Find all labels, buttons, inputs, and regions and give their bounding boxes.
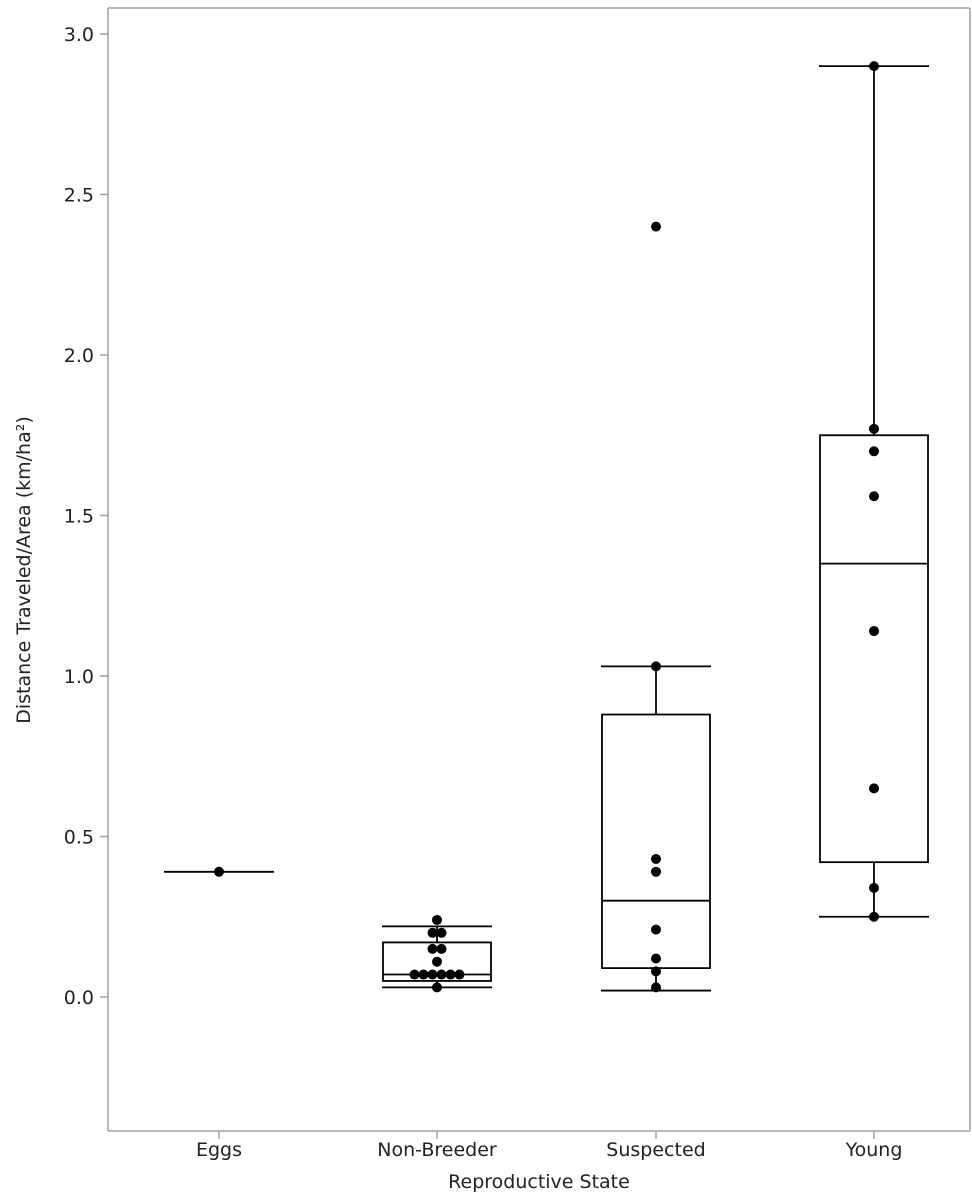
data-point	[427, 969, 438, 980]
iqr-box	[819, 434, 929, 864]
data-point	[432, 982, 442, 993]
data-point	[418, 969, 429, 980]
data-point	[869, 626, 879, 637]
data-point	[432, 914, 442, 925]
data-point	[454, 969, 465, 980]
y-tick-label: 1.0	[64, 666, 94, 688]
data-point	[869, 783, 879, 794]
data-point	[651, 966, 661, 977]
data-point	[427, 927, 438, 938]
x-axis-title: Reproductive State	[448, 1171, 630, 1193]
data-point	[436, 927, 447, 938]
x-tick-label: Non-Breeder	[377, 1139, 497, 1161]
data-point	[869, 61, 879, 72]
y-tick-label: 0.0	[64, 987, 94, 1009]
y-tick-label: 0.5	[64, 827, 94, 849]
x-tick-label: Suspected	[606, 1139, 705, 1161]
data-point	[436, 969, 447, 980]
data-point	[869, 491, 879, 502]
y-tick-label: 2.0	[64, 345, 94, 367]
data-point	[651, 221, 661, 232]
data-point	[651, 924, 661, 935]
data-point	[651, 982, 661, 993]
data-point	[445, 969, 456, 980]
data-point	[427, 943, 438, 954]
data-point	[869, 882, 879, 893]
data-point	[432, 956, 442, 967]
data-point	[651, 866, 661, 877]
box-suspected	[601, 665, 711, 992]
y-tick-label: 1.5	[64, 506, 94, 528]
data-point	[409, 969, 420, 980]
data-point	[869, 423, 879, 434]
data-point	[651, 953, 661, 964]
data-point	[436, 943, 447, 954]
y-axis-title: Distance Traveled/Area (km/ha²)	[13, 416, 35, 724]
data-point	[651, 661, 661, 672]
iqr-box	[382, 941, 492, 982]
y-tick-label: 3.0	[64, 24, 94, 46]
data-point	[651, 853, 661, 864]
data-point	[869, 446, 879, 457]
x-tick-label: Eggs	[196, 1139, 242, 1161]
x-tick-label: Young	[845, 1139, 903, 1161]
data-point	[214, 866, 224, 877]
y-tick-label: 2.5	[64, 185, 94, 207]
data-point	[869, 911, 879, 922]
